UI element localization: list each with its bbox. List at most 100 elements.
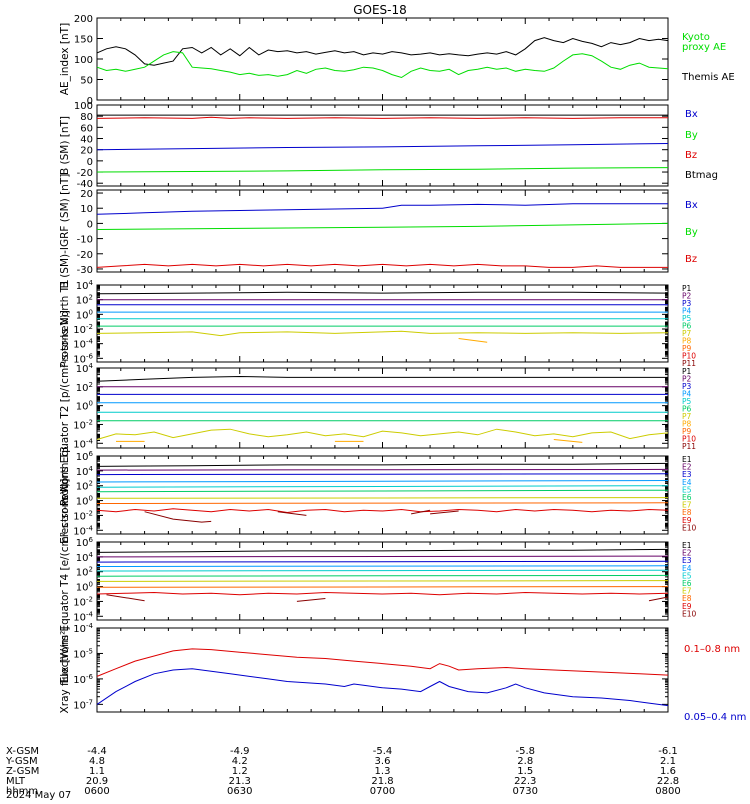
legend-entry: E8 xyxy=(682,508,692,517)
y-tick-label: 0 xyxy=(87,219,93,230)
plot-title: GOES-18 xyxy=(353,3,407,17)
legend-entry: P4 xyxy=(682,390,692,399)
x-tick-label: -4.9 xyxy=(230,746,250,757)
legend-entry: P7 xyxy=(682,329,692,338)
y-tick-label: 40 xyxy=(80,135,93,146)
series-line xyxy=(96,574,669,577)
y-tick-label: 60 xyxy=(80,123,93,134)
series-line xyxy=(96,480,669,483)
panel-5: 10-4 10-2 100 102 104 Protons Equator T2 [p/(… xyxy=(59,310,696,506)
series-line xyxy=(96,37,669,66)
legend-entry: E1 xyxy=(682,455,692,464)
series-line xyxy=(296,598,326,602)
x-tick-label: 21.8 xyxy=(371,776,393,787)
legend-entry: E10 xyxy=(682,609,697,618)
panel-3: -30 -20 -10 0 10 20 B (SM)-IGRF (SM) [nT] Bx By B… xyxy=(59,174,698,289)
y-tick-label: 104 xyxy=(76,465,94,478)
legend-entry: P9 xyxy=(682,344,692,353)
series-line xyxy=(96,668,669,707)
y-tick-label: 10-2 xyxy=(73,509,93,522)
legend-entry: E1 xyxy=(682,541,692,550)
x-tick-label: 0630 xyxy=(227,786,252,797)
series-line xyxy=(96,548,669,553)
legend-entry: E3 xyxy=(682,556,692,565)
y-tick-label: 150 xyxy=(74,35,93,46)
x-tick-label: 0600 xyxy=(84,786,109,797)
y-tick-label: 80 xyxy=(80,112,93,123)
legend-entry: Bx xyxy=(685,200,698,211)
y-axis-label: AE_index [nT] xyxy=(59,23,71,95)
series-line xyxy=(96,485,669,488)
y-axis-label: Electrons North T3 xyxy=(59,446,71,544)
panel-frame xyxy=(96,284,669,363)
y-tick-label: -30 xyxy=(77,265,93,276)
x-tick-label: -6.1 xyxy=(658,746,678,757)
y-tick-label: 10-2 xyxy=(73,418,93,431)
legend-entry: proxy AE xyxy=(682,42,726,53)
y-tick-label: 10 xyxy=(80,204,93,215)
legend-entry: E5 xyxy=(682,485,692,494)
legend-entry: P6 xyxy=(682,405,692,414)
panel-frame xyxy=(96,189,669,273)
y-tick-label: -20 xyxy=(77,168,93,179)
y-axis-label: B (SM) [nT] xyxy=(59,116,71,175)
legend-entry: P11 xyxy=(682,442,696,451)
series-line xyxy=(96,428,669,440)
legend-entry: P8 xyxy=(682,420,692,429)
series-line xyxy=(96,473,669,476)
series-line xyxy=(96,565,669,567)
series-line xyxy=(96,569,669,572)
legend-entry: P3 xyxy=(682,382,692,391)
y-tick-label: -40 xyxy=(77,179,93,190)
series-line xyxy=(96,489,669,493)
legend-entry: P2 xyxy=(682,292,692,301)
series-line xyxy=(96,330,669,337)
y-tick-label: 102 xyxy=(76,294,93,307)
legend-entry: Kyoto xyxy=(682,32,710,43)
series-line xyxy=(144,511,212,523)
y-tick-label: 102 xyxy=(76,381,93,394)
legend-entry: Bz xyxy=(685,254,697,265)
y-tick-label: 10-2 xyxy=(73,323,93,336)
series-line xyxy=(411,509,431,515)
legend-entry: P4 xyxy=(682,307,692,316)
y-axis-label: B (SM)-IGRF (SM) [nT] xyxy=(59,174,71,289)
series-line xyxy=(96,222,669,230)
panel-frame xyxy=(96,455,669,535)
x-tick-label: 2.8 xyxy=(517,756,533,767)
series-line xyxy=(96,555,669,558)
x-tick-label: 1.5 xyxy=(517,766,533,777)
series-line xyxy=(96,167,669,173)
y-tick-label: 104 xyxy=(76,551,94,564)
x-tick-label: -5.8 xyxy=(515,746,535,757)
y-tick-label: 10-6 xyxy=(73,673,93,686)
legend-entry: P10 xyxy=(682,352,696,361)
series-line xyxy=(106,594,145,602)
y-tick-label: 102 xyxy=(76,480,93,493)
series-line xyxy=(96,263,668,268)
y-tick-label: 20 xyxy=(80,146,93,157)
legend-entry: By xyxy=(685,130,698,141)
x-row-label: Z-GSM xyxy=(6,766,39,777)
x-tick-label: 0800 xyxy=(655,786,680,797)
y-tick-label: 10-4 xyxy=(73,338,93,351)
legend-entry: Btmag xyxy=(685,170,718,181)
legend-entry: Themis AE xyxy=(681,72,735,83)
x-row-label: hhmm xyxy=(6,786,38,797)
legend-entry: P8 xyxy=(682,337,692,346)
series-line xyxy=(553,439,583,443)
legend-entry: P10 xyxy=(682,435,696,444)
x-tick-label: 22.8 xyxy=(657,776,679,787)
legend-entry: P11 xyxy=(682,359,696,368)
y-axis-label: Electrons Equator T4 [e/(cm²-s-sr-keV)] xyxy=(59,479,71,684)
y-tick-label: 100 xyxy=(76,400,93,413)
y-tick-label: 10-6 xyxy=(73,352,93,365)
x-tick-label: -5.4 xyxy=(373,746,393,757)
series-line xyxy=(96,462,669,467)
legend-entry: P5 xyxy=(682,314,692,323)
